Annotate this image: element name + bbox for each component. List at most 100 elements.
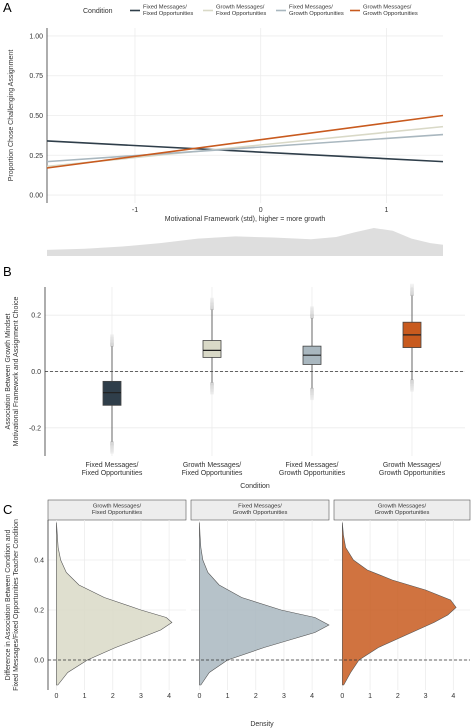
legend-label: Fixed Messages/Fixed Opportunities (143, 5, 193, 18)
x-tick-label: 0 (259, 207, 263, 214)
facet-title-line: Fixed Messages/ (238, 504, 282, 510)
facet-title: Growth Messages/Growth Opportunities (375, 504, 430, 517)
x-tick-label: -1 (132, 207, 138, 214)
y-tick-label: 0.75 (29, 73, 43, 80)
facet-strip (333, 499, 471, 521)
x-tick-label: 2 (254, 693, 258, 700)
x-tick-label: 3 (424, 693, 428, 700)
panel-a-line-chart: Condition Fixed Messages/Fixed Opportunit… (8, 5, 444, 256)
x-tick-label-line: Growth Messages/ (383, 462, 441, 469)
x-tick-label-line: Growth Opportunities (279, 470, 346, 477)
x-tick-label-line: Growth Messages/ (183, 462, 241, 469)
y-axis-title-line: Difference in Association Between Condit… (5, 529, 12, 680)
y-axis-title-line: Association Between Growth Mindset (5, 313, 12, 429)
legend-label-line: Growth Messages/ (363, 5, 412, 11)
y-tick-label: 0.4 (34, 558, 44, 565)
x-axis-title: Condition (240, 483, 270, 490)
x-tick-label-line: Fixed Opportunities (82, 470, 143, 477)
y-axis-title-line: Fixed Messages/Fixed Opportunities Teach… (13, 519, 20, 691)
legend-label-line: Fixed Messages/ (143, 5, 187, 11)
facet-title: Fixed Messages/Growth Opportunities (233, 504, 288, 517)
density-area (56, 522, 173, 686)
predictor-density (47, 228, 443, 256)
x-tick-label-line: Fixed Messages/ (286, 462, 339, 469)
y-tick-label: 1.00 (29, 33, 43, 40)
density-area (47, 228, 443, 256)
x-tick-label: Growth Messages/Fixed Opportunities (182, 462, 243, 477)
box (202, 340, 222, 358)
x-tick-label: 1 (368, 693, 372, 700)
facet: Growth Messages/Growth Opportunities 0 1 2 3… (333, 499, 471, 700)
legend-label-line: Fixed Opportunities (143, 11, 193, 17)
y-axis-title-line: Motivational Framework and Assignment Ch… (13, 297, 20, 447)
x-axis-title: Motivational Framework (std), higher = m… (165, 216, 326, 223)
facet-title-line: Growth Opportunities (233, 510, 288, 516)
series-lines (46, 114, 444, 169)
axes: 0.00 0.25 0.50 0.75 1.00 -1 0 1 Motivational Fra… (8, 28, 388, 223)
series-line (46, 114, 444, 169)
legend-label-line: Fixed Messages/ (289, 5, 333, 11)
x-tick-label: 4 (310, 693, 314, 700)
legend-label-line: Growth Opportunities (289, 11, 344, 17)
facet-strip (47, 499, 187, 521)
x-tick-label: Fixed Messages/Fixed Opportunities (82, 462, 143, 477)
box-outliers (410, 283, 414, 392)
y-tick-label: 0.0 (34, 658, 44, 665)
y-tick-label: 0.50 (29, 113, 43, 120)
panel-c-letter: C (3, 502, 12, 517)
x-tick-label: 2 (111, 693, 115, 700)
x-tick-label: 0 (197, 693, 201, 700)
x-tick-label: 1 (226, 693, 230, 700)
y-axis-title: Difference in Association Between Condit… (5, 519, 20, 691)
facet-title-line: Growth Messages/ (378, 504, 427, 510)
y-tick-label: 0.00 (29, 193, 43, 200)
facet-strip (190, 499, 330, 521)
axes: 0.0 0.2 0.4 Difference in Association Betwe… (5, 519, 274, 728)
box-plots (102, 283, 422, 454)
box-outliers (310, 306, 314, 401)
density-area (199, 522, 330, 686)
panel-c-density-facets: 0.0 0.2 0.4 Difference in Association Betwe… (5, 499, 471, 728)
facet-title-line: Growth Opportunities (375, 510, 430, 516)
x-tick-label: 4 (451, 693, 455, 700)
x-axis-title: Density (250, 721, 274, 728)
series-line (46, 133, 444, 163)
density-area (342, 522, 457, 686)
series-line (46, 140, 444, 163)
x-tick-label: 0 (340, 693, 344, 700)
box-outliers (210, 297, 214, 395)
x-tick-label: 3 (282, 693, 286, 700)
y-tick-label: -0.2 (29, 425, 41, 432)
facet-title-line: Growth Messages/ (93, 504, 142, 510)
y-tick-label: 0.25 (29, 153, 43, 160)
x-tick-label: 1 (384, 207, 388, 214)
x-tick-label: 1 (83, 693, 87, 700)
y-axis-title: Association Between Growth MindsetMotiva… (5, 297, 20, 447)
gridlines (47, 28, 443, 203)
facets: Growth Messages/Fixed Opportunities 0 1 2 3 4… (47, 499, 471, 700)
legend-label: Growth Messages/Fixed Opportunities (216, 5, 266, 18)
legend-label: Growth Messages/Growth Opportunities (363, 5, 418, 18)
legend: Condition Fixed Messages/Fixed Opportunit… (83, 5, 418, 18)
legend-label-line: Fixed Opportunities (216, 11, 266, 17)
x-tick-label: 2 (396, 693, 400, 700)
legend-label-line: Growth Messages/ (216, 5, 265, 11)
x-tick-label: Growth Messages/Growth Opportunities (379, 462, 446, 477)
facet: Growth Messages/Fixed Opportunities 0 1 2 3 4 (47, 499, 187, 700)
legend-label-line: Growth Opportunities (363, 11, 418, 17)
axes: -0.2 0.0 0.2 Fixed Messages/Fixed Opportuni… (5, 287, 465, 490)
x-tick-label: Fixed Messages/Growth Opportunities (279, 462, 346, 477)
x-tick-label: 3 (139, 693, 143, 700)
y-tick-label: 0.2 (31, 313, 41, 320)
legend-title: Condition (83, 8, 113, 15)
x-tick-label: 0 (54, 693, 58, 700)
facet-title: Growth Messages/Fixed Opportunities (92, 504, 142, 517)
y-tick-label: 0.0 (31, 369, 41, 376)
legend-label: Fixed Messages/Growth Opportunities (289, 5, 344, 18)
x-tick-label-line: Growth Opportunities (379, 470, 446, 477)
y-axis-title: Proportion Chose Challenging Assignment (8, 50, 15, 182)
facet-title-line: Fixed Opportunities (92, 510, 142, 516)
y-tick-label: 0.2 (34, 608, 44, 615)
panel-b-box-plot: -0.2 0.0 0.2 Fixed Messages/Fixed Opportuni… (5, 283, 465, 490)
